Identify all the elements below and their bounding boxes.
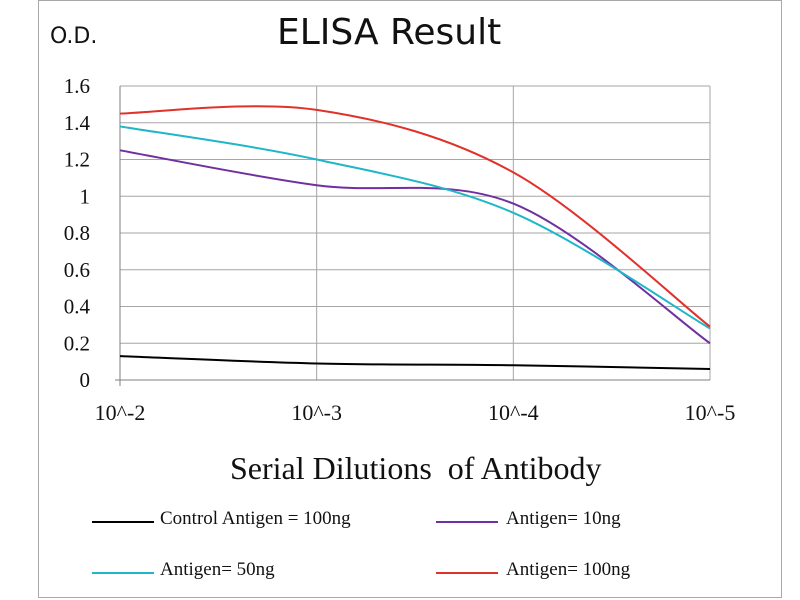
y-tick-label: 1.4 [64, 111, 91, 135]
legend-label-50ng: Antigen= 50ng [160, 559, 275, 580]
y-tick-label: 0.6 [64, 258, 90, 282]
x-tick-label: 10^-2 [95, 400, 146, 425]
legend-swatch-100ng [436, 572, 498, 574]
y-axis-label: O.D. [50, 24, 98, 49]
legend-label-10ng: Antigen= 10ng [506, 508, 621, 529]
series-line-2 [119, 125, 711, 330]
series-line-3 [119, 105, 711, 328]
chart-frame [38, 0, 782, 598]
y-tick-label: 0.8 [64, 221, 90, 245]
legend-swatch-50ng [92, 572, 154, 574]
chart-title: ELISA Result [277, 12, 502, 53]
legend-label-control: Control Antigen = 100ng [160, 508, 351, 529]
legend-swatch-control [92, 521, 154, 523]
y-tick-label: 0 [80, 368, 91, 392]
y-tick-label: 0.2 [64, 331, 90, 355]
series-line-0 [119, 355, 711, 370]
x-axis-label: Serial Dilutions of Antibody [230, 450, 602, 486]
legend-swatch-10ng [436, 521, 498, 523]
y-tick-label: 1.2 [64, 148, 90, 172]
y-tick-label: 1.6 [64, 74, 90, 98]
y-tick-label: 0.4 [64, 295, 91, 319]
x-tick-label: 10^-4 [488, 400, 539, 425]
y-tick-label: 1 [80, 184, 91, 208]
series-line-1 [119, 149, 711, 345]
legend-label-100ng: Antigen= 100ng [506, 559, 631, 580]
x-tick-label: 10^-3 [291, 400, 342, 425]
x-tick-label: 10^-5 [685, 400, 736, 425]
